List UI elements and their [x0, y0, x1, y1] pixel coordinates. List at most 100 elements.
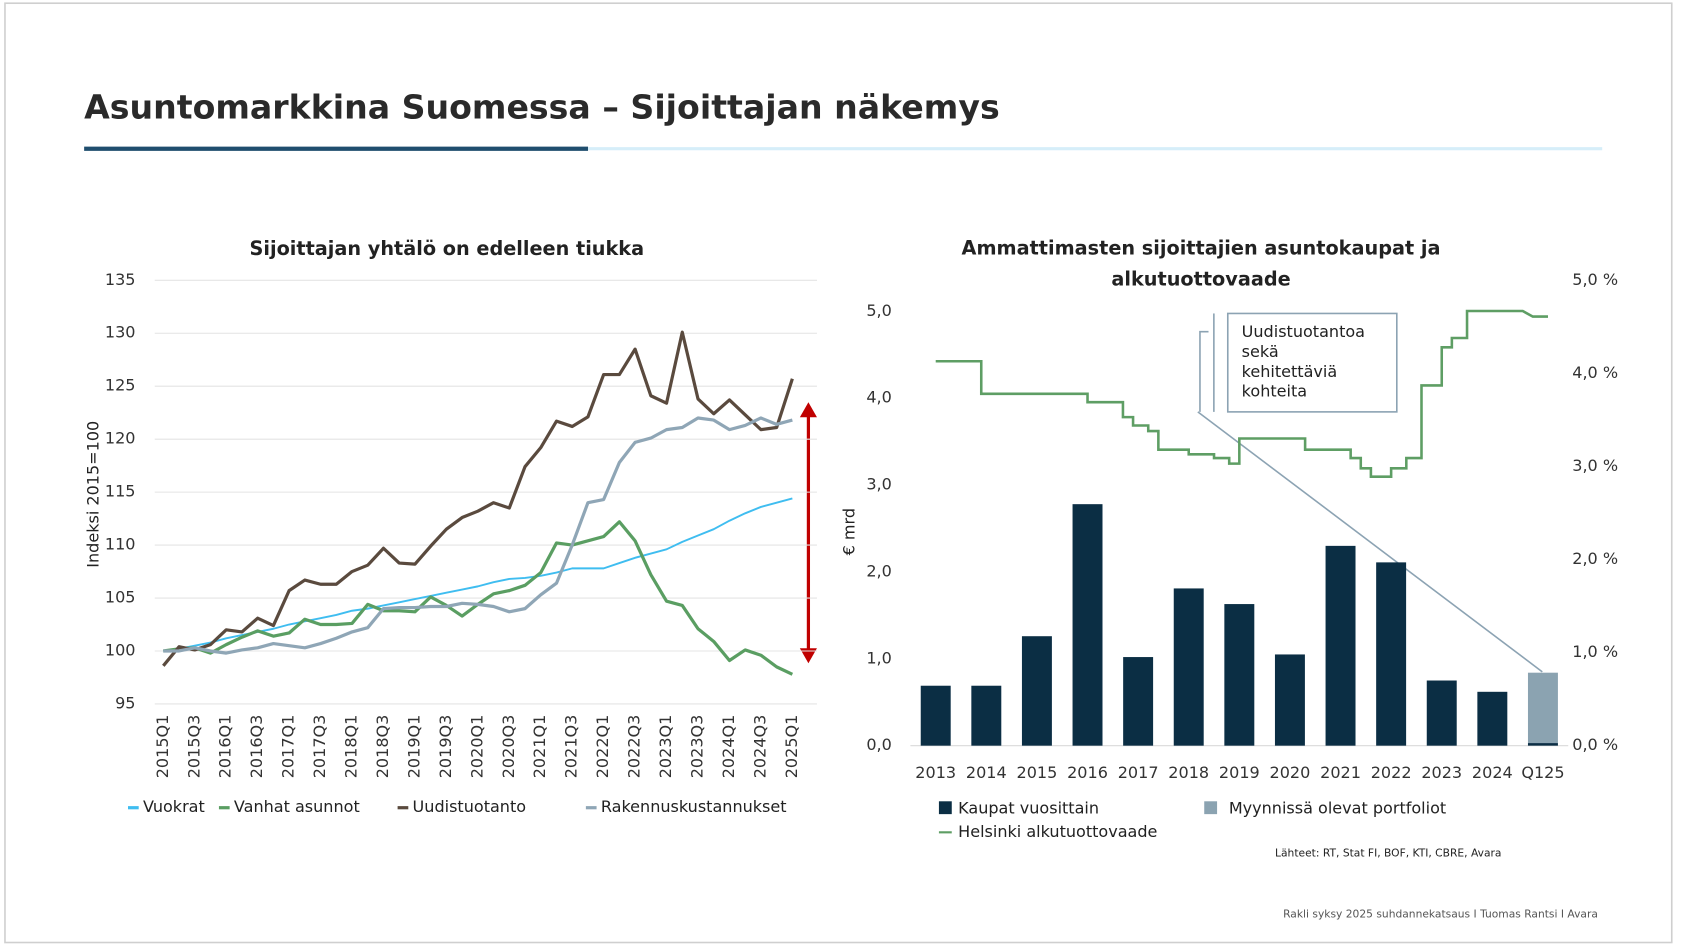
y2-tick-label: 5,0 % — [1572, 270, 1618, 289]
bar — [1325, 545, 1356, 746]
legend-label: Rakennuskustannukset — [601, 797, 787, 816]
x-tick-label: 2023 — [1421, 763, 1462, 782]
y2-tick-label: 0,0 % — [1572, 735, 1618, 754]
series-line — [162, 330, 794, 667]
y-tick-label: 0,0 — [866, 735, 892, 754]
x-tick-label: 2022Q1 — [593, 715, 612, 779]
x-tick-label: 2024Q3 — [750, 715, 769, 779]
y-tick-label: 3,0 — [866, 475, 892, 494]
x-tick-label: 2015 — [1017, 763, 1058, 782]
x-tick-label: 2016Q1 — [216, 715, 235, 779]
yield-line — [935, 309, 1549, 478]
bar — [1274, 654, 1305, 746]
bar — [1477, 691, 1508, 746]
bar — [1376, 562, 1407, 746]
y-tick-label: 95 — [115, 693, 135, 712]
slide-title: Asuntomarkkina Suomessa – Sijoittajan nä… — [84, 88, 1000, 127]
x-tick-label: 2015Q3 — [184, 715, 203, 779]
y-tick-label: 125 — [105, 376, 136, 395]
bar — [1021, 636, 1052, 746]
callout-text: Uudistuotantoa — [1242, 322, 1365, 341]
footer: Rakli syksy 2025 suhdannekatsaus I Tuoma… — [1283, 908, 1598, 921]
y-axis-label: € mrd — [840, 508, 859, 555]
bar — [1072, 504, 1103, 746]
x-tick-label: 2018Q3 — [373, 715, 392, 779]
x-tick-label: 2024 — [1472, 763, 1513, 782]
x-tick-label: 2017 — [1118, 763, 1159, 782]
x-tick-label: 2016 — [1067, 763, 1108, 782]
legend-label: Uudistuotanto — [413, 797, 526, 816]
x-tick-label: 2017Q3 — [310, 715, 329, 779]
y-tick-label: 1,0 — [866, 648, 892, 667]
bar — [971, 685, 1002, 746]
y-tick-label: 105 — [105, 588, 136, 607]
bar — [1224, 604, 1255, 746]
x-tick-label: 2023Q3 — [687, 715, 706, 779]
x-tick-label: 2022 — [1371, 763, 1412, 782]
series-line — [163, 497, 793, 652]
x-tick-label: 2021Q1 — [530, 715, 549, 779]
y-axis-label: Indeksi 2015=100 — [83, 421, 102, 568]
x-tick-label: 2021 — [1320, 763, 1361, 782]
y2-tick-label: 4,0 % — [1572, 363, 1618, 382]
y-tick-label: 130 — [105, 323, 136, 342]
bar — [1527, 743, 1558, 746]
slide-frame — [4, 2, 1673, 944]
legend-label: Kaupat vuosittain — [958, 798, 1099, 817]
legend-label: Myynnissä olevat portfoliot — [1229, 798, 1446, 817]
bar — [1527, 672, 1558, 744]
bar — [1426, 680, 1457, 746]
x-tick-label: 2018 — [1168, 763, 1209, 782]
callout-bracket — [1199, 330, 1209, 412]
bar — [920, 685, 951, 746]
y2-tick-label: 2,0 % — [1572, 549, 1618, 568]
x-tick-label: 2019Q3 — [436, 715, 455, 779]
callout-text: sekä — [1242, 342, 1279, 361]
x-tick-label: 2020Q1 — [467, 715, 486, 779]
x-tick-label: 2017Q1 — [279, 715, 298, 779]
right-chart-title: Ammattimasten sijoittajien asuntokaupat … — [961, 237, 1441, 291]
legend-label: Helsinki alkutuottovaade — [958, 822, 1157, 841]
y-tick-label: 115 — [105, 482, 136, 501]
arrow-head — [799, 648, 817, 664]
callout-text: kohteita — [1242, 382, 1307, 401]
bar — [1173, 588, 1204, 746]
series-line — [163, 416, 793, 655]
legend-marker — [938, 801, 952, 815]
y2-tick-label: 1,0 % — [1572, 642, 1618, 661]
left-chart-title: Sijoittajan yhtälö on edelleen tiukka — [250, 237, 645, 260]
x-tick-label: 2020Q3 — [499, 715, 518, 779]
y-tick-label: 120 — [105, 429, 136, 448]
x-tick-label: 2023Q1 — [656, 715, 675, 779]
callout-pointer — [1197, 411, 1543, 673]
x-tick-label: 2024Q1 — [719, 715, 738, 779]
x-tick-label: 2019 — [1219, 763, 1260, 782]
y-tick-label: 100 — [105, 640, 136, 659]
y-tick-label: 135 — [105, 270, 136, 289]
right-title-box: Ammattimasten sijoittajien asuntokaupat … — [961, 237, 1441, 291]
x-tick-label: 2022Q3 — [625, 715, 644, 779]
callout-box — [1226, 312, 1398, 413]
x-tick-label: 2015Q1 — [153, 715, 172, 779]
y-tick-label: 5,0 — [866, 301, 892, 320]
x-tick-label: 2018Q1 — [342, 715, 361, 779]
x-tick-label: Q125 — [1521, 763, 1564, 782]
source: Lähteet: RT, Stat FI, BOF, KTI, CBRE, Av… — [1275, 847, 1501, 860]
y-tick-label: 110 — [105, 535, 136, 554]
x-tick-label: 2020 — [1270, 763, 1311, 782]
bar — [1123, 657, 1154, 746]
legend-marker — [1204, 801, 1218, 815]
x-tick-label: 2025Q1 — [782, 715, 801, 779]
x-tick-label: 2021Q3 — [562, 715, 581, 779]
y-tick-label: 2,0 — [866, 561, 892, 580]
x-tick-label: 2016Q3 — [247, 715, 266, 779]
legend-label: Vuokrat — [143, 797, 205, 816]
legend-label: Vanhat asunnot — [234, 797, 360, 816]
arrow-head — [799, 402, 817, 418]
x-tick-label: 2014 — [966, 763, 1007, 782]
x-tick-label: 2019Q1 — [404, 715, 423, 779]
y2-tick-label: 3,0 % — [1572, 456, 1618, 475]
callout-text: kehitettäviä — [1242, 362, 1338, 381]
